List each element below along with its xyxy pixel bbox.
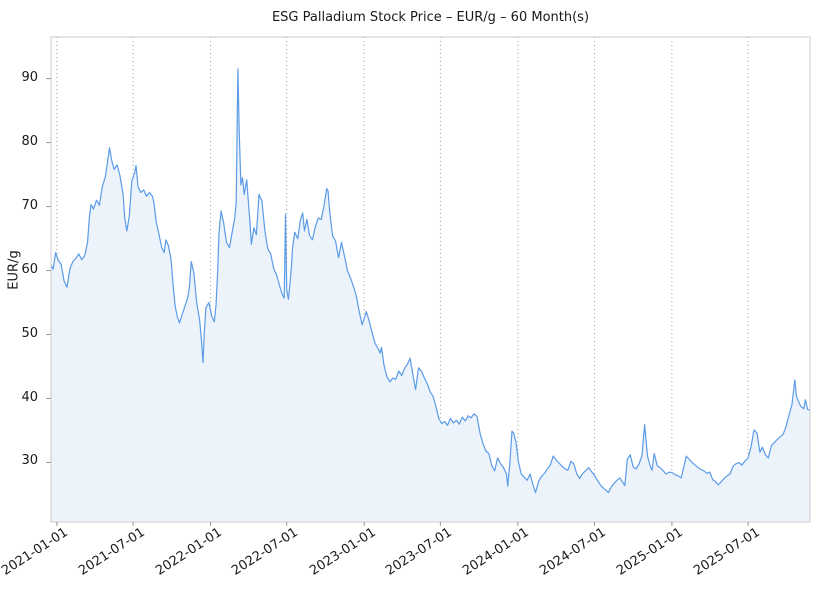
y-tick-label: 60	[21, 261, 38, 277]
y-tick-label: 90	[21, 69, 38, 85]
y-tick-label: 40	[21, 389, 38, 405]
y-tick-label: 70	[21, 197, 38, 213]
price-area-fill	[51, 69, 810, 522]
chart-title: ESG Palladium Stock Price – EUR/g – 60 M…	[271, 10, 590, 25]
price-line	[50, 68, 811, 494]
y-tick-label: 30	[21, 453, 38, 469]
y-tick-label: 50	[21, 325, 38, 341]
y-tick-label: 80	[21, 133, 38, 149]
plot-border	[50, 36, 811, 523]
